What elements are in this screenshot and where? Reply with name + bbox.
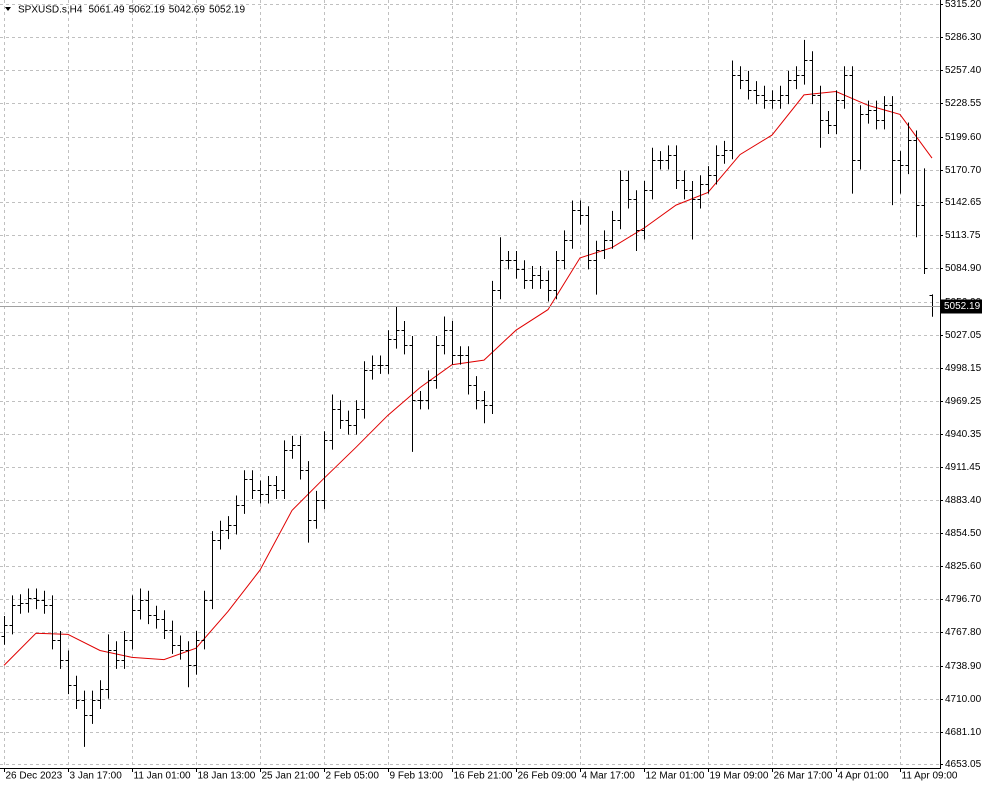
x-tick-label: 4 Mar 17:00 [582, 771, 636, 782]
x-tick-label: 26 Dec 2023 [6, 771, 63, 782]
y-tick-label: 4738.90 [945, 661, 982, 672]
y-tick-label: 5084.90 [945, 263, 982, 274]
x-tick-label: 18 Jan 13:00 [198, 771, 256, 782]
y-tick-label: 5257.40 [945, 65, 982, 76]
plot [0, 39, 940, 747]
x-tick-label: 25 Jan 21:00 [262, 771, 320, 782]
y-tick-label: 4969.25 [945, 396, 982, 407]
y-tick-label: 4998.15 [945, 363, 982, 374]
header-value: 5061.49 [88, 5, 125, 16]
x-tick-label: 9 Feb 13:00 [390, 771, 444, 782]
collapse-triangle [5, 7, 11, 11]
y-tick-label: 4796.70 [945, 594, 982, 605]
y-tick-label: 4883.40 [945, 495, 982, 506]
header: SPXUSD.s,H4 5061.49 5062.19 5042.69 5052.19 [5, 5, 246, 16]
x-tick-label: 26 Feb 09:00 [518, 771, 577, 782]
y-tick-label: 4854.50 [945, 528, 982, 539]
y-tick-label: 5286.30 [945, 32, 982, 43]
x-tick-label: 11 Jan 01:00 [134, 771, 192, 782]
header-value: 5052.19 [209, 5, 246, 16]
axes: 5315.20 5286.30 5257.40 5228.55 5199.60 5170.… [4, 0, 982, 782]
x-tick-label: 19 Mar 09:00 [710, 771, 769, 782]
x-tick-label: 4 Apr 01:00 [838, 771, 890, 782]
y-tick-label: 4681.10 [945, 727, 982, 738]
y-tick-label: 4653.05 [945, 759, 982, 770]
x-tick-label: 12 Mar 01:00 [646, 771, 705, 782]
y-tick-label: 5142.65 [945, 197, 982, 208]
price-box [941, 299, 982, 314]
grid [0, 0, 940, 768]
y-tick-label: 5199.60 [945, 132, 982, 143]
y-tick-label: 5170.70 [945, 165, 982, 176]
price-box-label: 5052.19 [944, 301, 981, 312]
y-tick-label: 4940.35 [945, 429, 982, 440]
y-tick-label: 4767.80 [945, 627, 982, 638]
x-tick-label: 2 Feb 05:00 [326, 771, 380, 782]
y-tick-label: 4710.00 [945, 694, 982, 705]
x-tick-label: 11 Apr 09:00 [902, 771, 958, 782]
header-value: 5042.69 [169, 5, 206, 16]
header-value: 5062.19 [129, 5, 166, 16]
x-tick-label: 26 Mar 17:00 [774, 771, 833, 782]
y-tick-label: 5228.55 [945, 98, 982, 109]
x-tick-label: 3 Jan 17:00 [70, 771, 123, 782]
y-tick-label: 5113.75 [945, 230, 981, 241]
y-tick-label: 4825.60 [945, 561, 982, 572]
x-tick-label: 16 Feb 21:00 [454, 771, 513, 782]
y-tick-label: 5027.05 [945, 330, 982, 341]
y-tick-label: 4911.45 [945, 462, 981, 473]
y-tick-label: 5315.20 [945, 0, 982, 10]
symbol-title: SPXUSD.s,H4 [18, 5, 83, 16]
